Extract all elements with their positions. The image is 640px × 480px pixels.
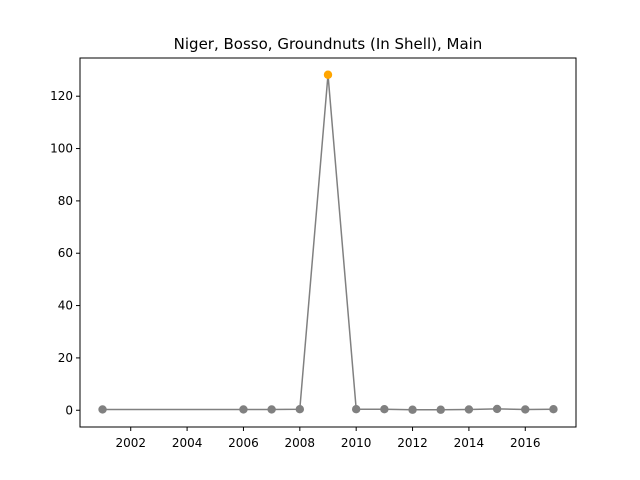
x-tick-label: 2006 bbox=[228, 436, 259, 450]
data-point bbox=[295, 405, 305, 414]
data-point bbox=[464, 405, 474, 414]
data-point bbox=[436, 405, 445, 414]
y-tick-label: 60 bbox=[58, 246, 73, 260]
x-tick-label: 2002 bbox=[115, 436, 146, 450]
y-axis: 0 20 40 60 80 100 120 bbox=[50, 89, 80, 417]
y-tick-label: 20 bbox=[58, 351, 73, 365]
x-tick-label: 2014 bbox=[454, 436, 485, 450]
plot-area bbox=[98, 70, 558, 414]
data-point bbox=[380, 405, 389, 414]
data-point bbox=[408, 405, 417, 414]
data-point bbox=[351, 405, 361, 414]
x-tick-label: 2004 bbox=[172, 436, 203, 450]
data-point bbox=[521, 405, 530, 414]
x-tick-label: 2012 bbox=[397, 436, 428, 450]
x-tick-label: 2010 bbox=[341, 436, 372, 450]
data-point bbox=[98, 405, 107, 414]
x-tick-label: 2016 bbox=[510, 436, 541, 450]
data-point bbox=[239, 405, 248, 414]
y-tick-label: 40 bbox=[58, 299, 73, 313]
y-tick-label: 0 bbox=[65, 403, 73, 417]
chart-title: Niger, Bosso, Groundnuts (In Shell), Mai… bbox=[174, 35, 483, 53]
x-axis: 2002 2004 2006 2008 2010 2012 2014 2016 bbox=[115, 427, 541, 450]
highlight-point bbox=[323, 70, 333, 79]
y-tick-label: 100 bbox=[50, 142, 73, 156]
data-point bbox=[267, 405, 276, 414]
y-tick-label: 80 bbox=[58, 194, 73, 208]
axes-frame bbox=[79, 57, 577, 428]
x-tick-label: 2008 bbox=[285, 436, 316, 450]
y-tick-label: 120 bbox=[50, 89, 73, 103]
data-point bbox=[549, 405, 558, 414]
data-point bbox=[492, 404, 502, 414]
